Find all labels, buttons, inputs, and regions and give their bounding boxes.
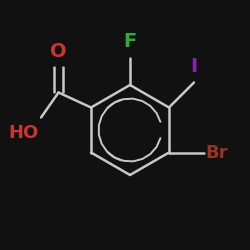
Text: Br: Br <box>205 144 228 162</box>
Text: HO: HO <box>8 124 38 142</box>
Text: F: F <box>124 32 136 51</box>
Text: I: I <box>190 57 198 76</box>
Text: O: O <box>50 42 67 61</box>
